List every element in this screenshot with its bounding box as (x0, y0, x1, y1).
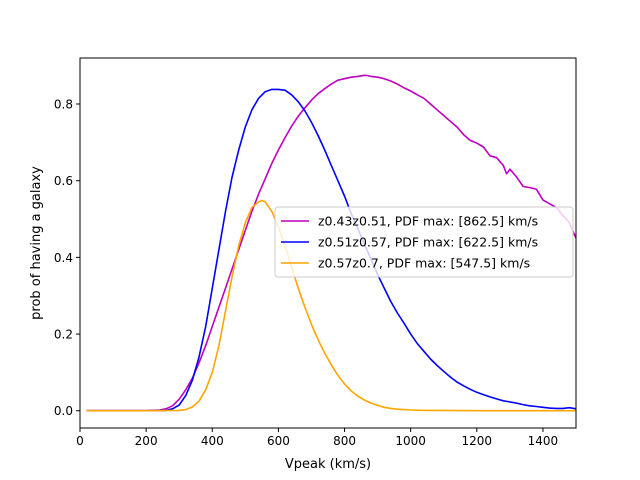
y-tick-label: 0.0 (54, 404, 73, 418)
legend: z0.43z0.51, PDF max: [862.5] km/s z0.51z0… (274, 206, 574, 278)
y-tick-label: 0.8 (54, 98, 73, 112)
x-tick-label: 200 (135, 434, 158, 448)
y-tick-label: 0.4 (54, 251, 73, 265)
series-line-3 (86, 199, 576, 412)
y-tick-label: 0.6 (54, 174, 73, 188)
legend-label: z0.51z0.57, PDF max: [622.5] km/s (318, 235, 538, 250)
y-axis-ticks: 0.0 0.2 0.4 0.6 0.8 (54, 98, 80, 418)
x-tick-label: 1400 (528, 434, 559, 448)
x-tick-label: 600 (267, 434, 290, 448)
x-tick-label: 800 (333, 434, 356, 448)
x-axis-label: Vpeak (km/s) (285, 457, 371, 472)
x-tick-label: 1200 (462, 434, 493, 448)
legend-label: z0.57z0.7, PDF max: [547.5] km/s (318, 256, 530, 271)
axes-frame (79, 57, 577, 429)
series-line-1 (86, 74, 577, 412)
x-axis-ticks: 0 200 400 600 800 1000 1200 1400 (76, 428, 558, 448)
legend-label: z0.43z0.51, PDF max: [862.5] km/s (318, 214, 538, 229)
legend-box (274, 206, 574, 278)
y-axis-label: prob of having a galaxy (29, 166, 44, 320)
x-tick-label: 1000 (395, 434, 426, 448)
x-tick-label: 400 (201, 434, 224, 448)
x-tick-label: 0 (76, 434, 84, 448)
y-tick-label: 0.2 (54, 328, 73, 342)
